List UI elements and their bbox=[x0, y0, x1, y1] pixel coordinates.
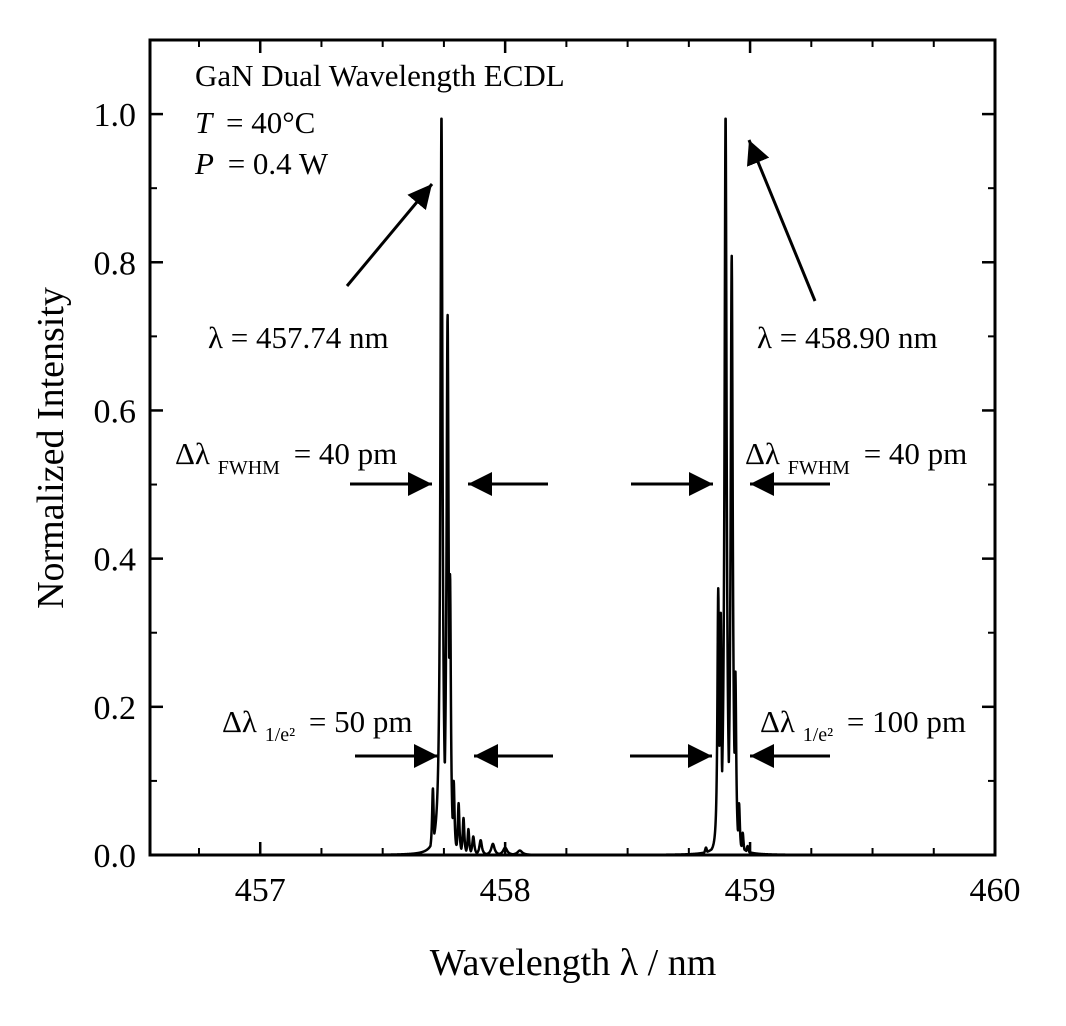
x-axis-title: Wavelength λ / nm bbox=[430, 942, 717, 984]
fwhm-left-symbol: Δλ bbox=[175, 436, 210, 471]
fwhm-left-label: Δλ FWHM = 40 pm bbox=[175, 436, 397, 481]
fwhm-left-value: = 40 pm bbox=[294, 436, 398, 471]
tick-labels: 457 458 459 460 0.0 0.2 0.4 0.6 0.8 1.0 bbox=[94, 97, 1021, 909]
e2-left-label: Δλ 1/e² = 50 pm bbox=[222, 704, 413, 748]
info-title: GaN Dual Wavelength ECDL bbox=[195, 58, 565, 93]
y-tick-label-0.4: 0.4 bbox=[94, 542, 137, 579]
x-tick-label-459: 459 bbox=[725, 872, 776, 909]
info-power: P = 0.4 W bbox=[194, 146, 329, 181]
e2-left-symbol: Δλ bbox=[222, 704, 257, 739]
spectrum-line bbox=[153, 117, 992, 857]
x-tick-label-457: 457 bbox=[235, 872, 286, 909]
y-tick-label-0.2: 0.2 bbox=[94, 690, 137, 727]
peak2-label: λ = 458.90 nm bbox=[757, 320, 938, 355]
y-tick-label-0: 0.0 bbox=[94, 838, 137, 875]
e2-right-symbol: Δλ bbox=[760, 704, 795, 739]
fwhm-right-subscript: FWHM bbox=[788, 457, 850, 479]
y-tick-label-1: 1.0 bbox=[94, 97, 137, 134]
e2-right-label: Δλ 1/e² = 100 pm bbox=[760, 704, 966, 748]
e2-left-value: = 50 pm bbox=[309, 704, 413, 739]
y-tick-label-0.8: 0.8 bbox=[94, 245, 137, 282]
info-temperature-value: = 40°C bbox=[226, 105, 315, 140]
x-tick-label-460: 460 bbox=[970, 872, 1021, 909]
peak2-pointer-arrow bbox=[747, 139, 817, 302]
e2-left-subscript: 1/e² bbox=[265, 724, 295, 746]
info-power-value: = 0.4 W bbox=[228, 146, 329, 181]
y-tick-label-0.6: 0.6 bbox=[94, 393, 137, 430]
info-box: GaN Dual Wavelength ECDL T = 40°C P = 0.… bbox=[194, 58, 565, 181]
info-power-var: P bbox=[194, 146, 214, 181]
tick-marks bbox=[150, 39, 997, 857]
fwhm-right-label: Δλ FWHM = 40 pm bbox=[745, 436, 967, 481]
info-temperature: T = 40°C bbox=[195, 105, 315, 140]
peak1-pointer-arrow bbox=[345, 183, 434, 287]
x-tick-label-458: 458 bbox=[480, 872, 531, 909]
e2-right-value: = 100 pm bbox=[847, 704, 966, 739]
e2-right-subscript: 1/e² bbox=[803, 724, 833, 746]
info-temperature-var: T bbox=[195, 105, 215, 140]
fwhm-left-subscript: FWHM bbox=[218, 457, 280, 479]
peak1-label: λ = 457.74 nm bbox=[208, 320, 389, 355]
y-axis-title: Normalized Intensity bbox=[30, 287, 72, 609]
fwhm-right-symbol: Δλ bbox=[745, 436, 780, 471]
fwhm-right-value: = 40 pm bbox=[864, 436, 968, 471]
